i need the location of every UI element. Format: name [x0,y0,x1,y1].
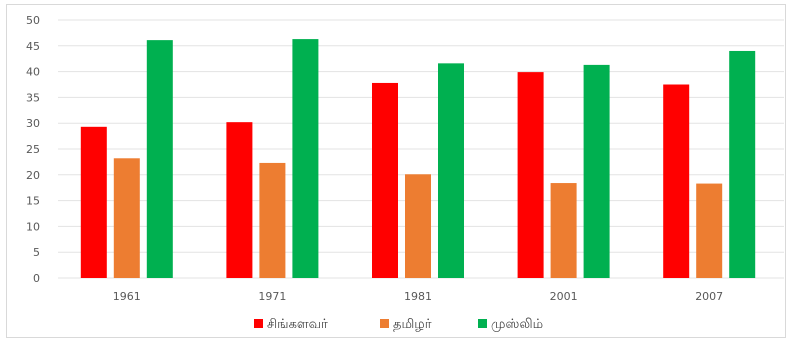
y-tick-label: 0 [33,272,40,285]
legend-label: முஸ்லிம் [491,317,543,332]
bar-2-1981 [405,174,431,278]
y-tick-label: 40 [26,66,40,79]
x-tick-label: 2001 [550,290,578,303]
bar-1-2007 [663,84,690,278]
legend: சிங்களவர் தமிழர் முஸ்லிம் [254,317,543,332]
x-tick-label: 1961 [113,290,141,303]
bar-3-1961 [146,40,173,279]
y-tick-label: 25 [26,143,40,156]
bar-1-1971 [226,122,253,278]
x-tick-label: 1971 [258,290,286,303]
bar-3-2007 [729,50,756,279]
legend-swatch [254,319,263,328]
bar-3-1981 [438,63,464,279]
bar-2-2007 [696,183,723,278]
y-tick-label: 35 [26,91,40,104]
y-tick-label: 20 [26,169,40,182]
legend-label: தமிழர் [393,317,432,332]
bar-1-1981 [372,82,398,279]
y-tick-label: 10 [26,220,40,233]
bar-2-2001 [550,183,577,278]
bar-2-1961 [113,158,140,278]
bar-3-2001 [583,64,610,278]
y-tick-label: 45 [26,40,40,53]
y-axis-ticks: 0 5 10 15 20 25 30 35 40 45 50 [26,14,40,285]
gridlines [58,19,784,279]
bars [80,39,756,279]
bar-1-1961 [80,126,107,278]
x-tick-label: 1981 [404,290,432,303]
y-tick-label: 15 [26,195,40,208]
y-tick-label: 30 [26,117,40,130]
bar-2-1971 [259,162,286,278]
legend-swatch [478,319,487,328]
y-tick-label: 50 [26,14,40,27]
y-tick-label: 5 [33,246,40,259]
x-axis-ticks: 1961 1971 1981 2001 2007 [113,290,723,303]
x-tick-label: 2007 [695,290,723,303]
legend-swatch [380,319,389,328]
bar-1-2001 [517,72,544,278]
legend-label: சிங்களவர் [267,317,328,332]
bar-3-1971 [292,39,319,279]
